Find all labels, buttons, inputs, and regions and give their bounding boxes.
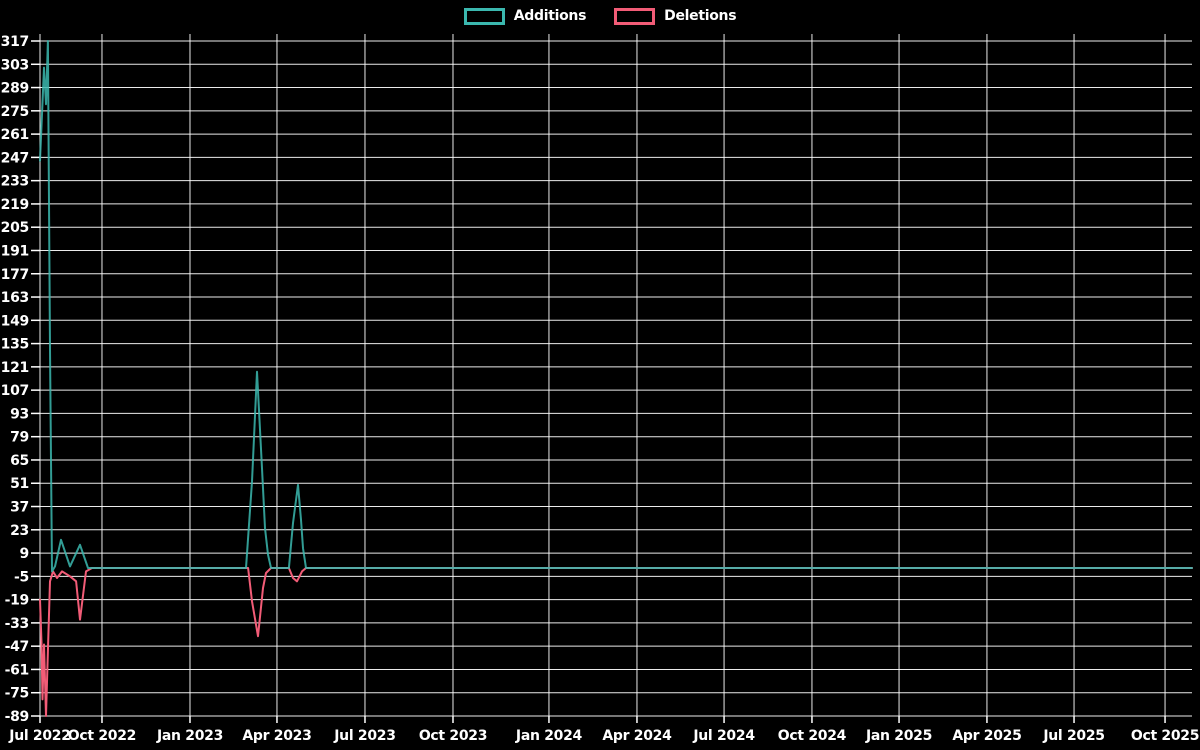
y-axis-tick-label: 121 — [1, 360, 29, 376]
y-axis-tick-label: -19 — [5, 593, 29, 609]
y-axis-tick-label: -33 — [5, 616, 29, 632]
chart-legend: Additions Deletions — [0, 8, 1200, 25]
x-axis-tick-label: Jul 2022 — [8, 728, 70, 744]
y-axis-tick-label: 275 — [1, 104, 29, 120]
additions-legend-swatch — [463, 8, 505, 25]
x-axis-tick-label: Apr 2023 — [242, 728, 311, 744]
x-axis-tick-label: Oct 2022 — [68, 728, 136, 744]
legend-item-additions[interactable]: Additions — [463, 8, 587, 25]
y-axis-tick-label: 163 — [1, 290, 29, 306]
x-axis-tick-label: Oct 2024 — [778, 728, 847, 744]
y-axis-tick-label: -61 — [5, 662, 29, 678]
deletions-line — [39, 567, 1193, 717]
additions-line — [39, 40, 1193, 573]
y-axis-tick-label: 51 — [10, 476, 29, 492]
legend-item-deletions[interactable]: Deletions — [614, 8, 737, 25]
x-axis-tick-label: Jan 2024 — [515, 728, 583, 744]
y-axis-tick-label: 233 — [1, 174, 29, 190]
y-axis-tick-label: 191 — [1, 243, 29, 259]
y-axis-tick-label: 65 — [10, 453, 29, 469]
y-axis-tick-label: 219 — [1, 197, 29, 213]
x-axis-tick-label: Oct 2023 — [419, 728, 487, 744]
x-axis-tick-label: Jul 2025 — [1042, 728, 1104, 744]
y-axis-tick-label: 247 — [1, 150, 29, 166]
x-axis-tick-label: Jan 2025 — [865, 728, 932, 744]
y-axis-tick-label: -75 — [5, 686, 29, 702]
deletions-legend-swatch — [614, 8, 656, 25]
y-axis-tick-label: 177 — [1, 267, 29, 283]
x-axis-tick-label: Apr 2024 — [602, 728, 672, 744]
y-axis-tick-label: 107 — [1, 383, 29, 399]
x-axis-tick-label: Jan 2023 — [156, 728, 223, 744]
y-axis-tick-label: 289 — [1, 81, 29, 97]
y-axis-tick-label: 149 — [1, 313, 29, 329]
y-axis-tick-label: -47 — [5, 639, 29, 655]
y-axis-tick-label: 317 — [1, 34, 29, 50]
x-axis-tick-label: Jul 2023 — [333, 728, 395, 744]
x-axis-tick-label: Apr 2025 — [952, 728, 1021, 744]
deletions-legend-label: Deletions — [664, 8, 737, 24]
y-axis-tick-label: -89 — [5, 709, 29, 725]
y-axis-tick-label: -5 — [14, 569, 29, 585]
y-axis-tick-label: 79 — [10, 430, 29, 446]
additions-legend-label: Additions — [513, 8, 587, 24]
x-axis-tick-label: Oct 2025 — [1131, 728, 1199, 744]
x-axis-tick-label: Jul 2024 — [692, 728, 755, 744]
y-axis-tick-label: 205 — [1, 220, 29, 236]
y-axis-tick-label: 135 — [1, 337, 29, 353]
y-axis-tick-label: 37 — [10, 500, 29, 516]
y-axis-tick-label: 23 — [10, 523, 29, 539]
y-axis-tick-label: 261 — [1, 127, 29, 143]
y-axis-tick-label: 9 — [20, 546, 29, 562]
y-axis-tick-label: 93 — [10, 406, 29, 422]
y-axis-tick-label: 303 — [1, 57, 29, 73]
